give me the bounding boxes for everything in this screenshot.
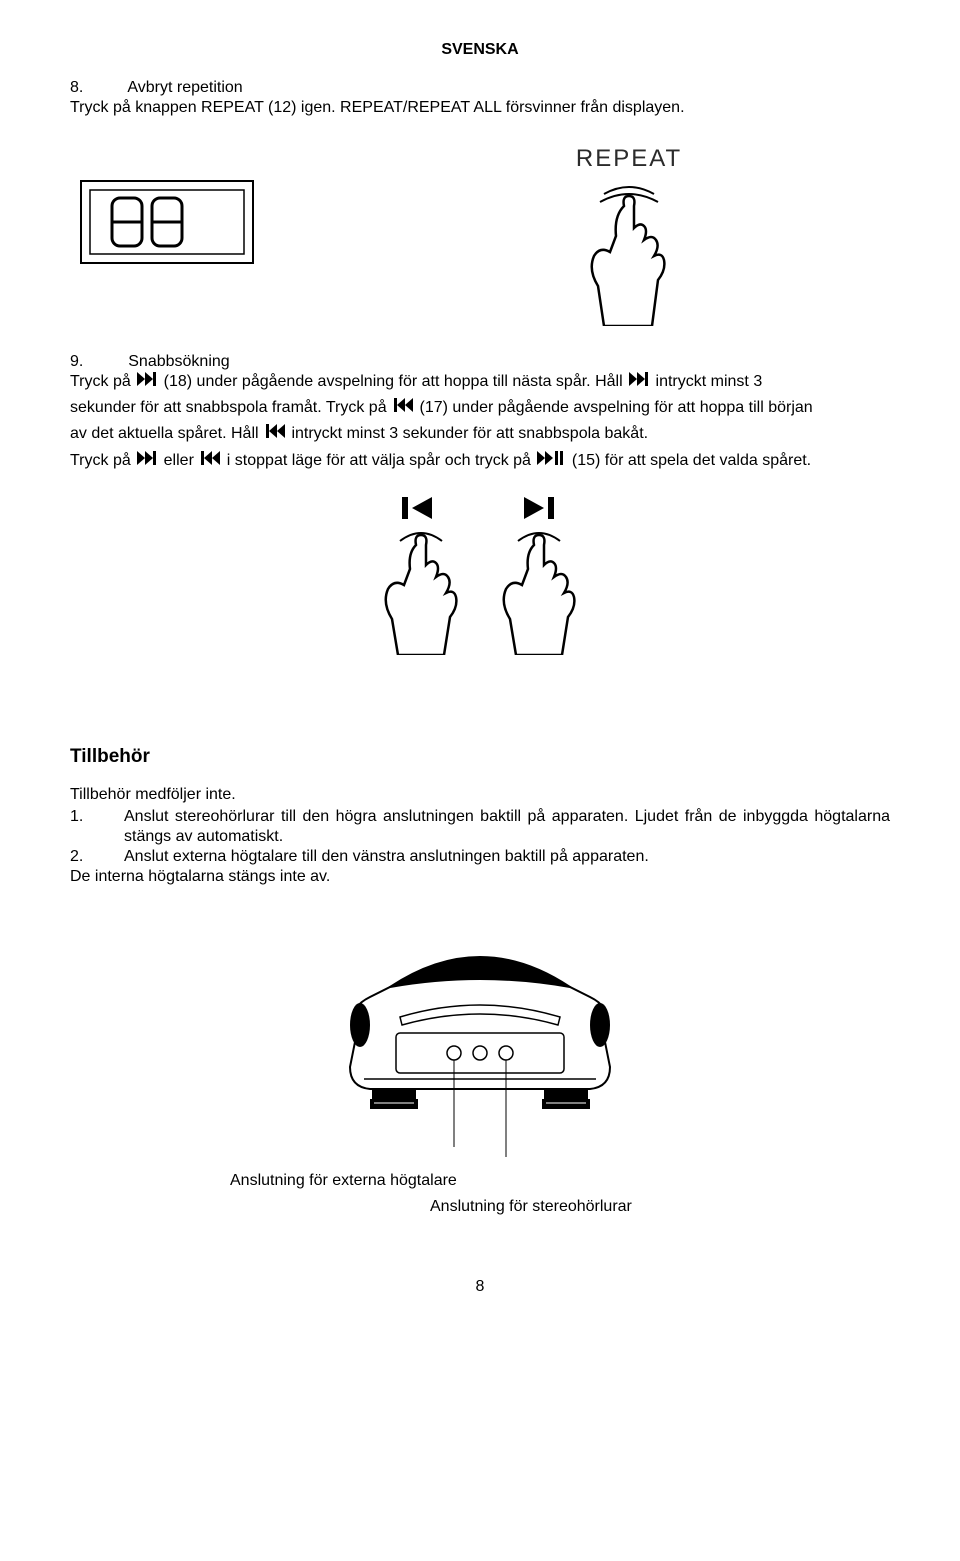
page-number: 8	[70, 1277, 890, 1297]
section-9-title: Snabbsökning	[128, 353, 229, 370]
s9-t6: av det aktuella spåret. Håll	[70, 426, 263, 443]
s9-t4: sekunder för att snabbspola framåt. Tryc…	[70, 399, 391, 416]
page-header: SVENSKA	[70, 40, 890, 60]
section-9-line1: Tryck på (18) under pågående avspelning …	[70, 372, 890, 392]
section-9: 9. Snabbsökning Tryck på (18) under pågå…	[70, 352, 890, 471]
item2-body: Anslut externa högtalare till den vänstr…	[124, 847, 890, 867]
next-track-icon	[137, 451, 157, 471]
play-pause-icon	[537, 451, 565, 471]
section-9-line3: av det aktuella spåret. Håll intryckt mi…	[70, 424, 890, 444]
item2-num: 2.	[70, 847, 124, 867]
tillbehor-intro: Tillbehör medföljer inte.	[70, 785, 890, 805]
next-track-icon	[137, 372, 157, 392]
figure-row-repeat: REPEAT	[70, 144, 890, 324]
section-9-line2: sekunder för att snabbspola framåt. Tryc…	[70, 398, 890, 418]
s9-t9: eller	[164, 452, 199, 469]
tillbehor-item-2: 2. Anslut externa högtalare till den vän…	[70, 847, 890, 867]
s9-t1: Tryck på	[70, 373, 135, 390]
section-9-num: 9.	[70, 353, 83, 370]
prev-track-icon	[265, 424, 285, 444]
s9-t3: intryckt minst 3	[656, 373, 763, 390]
tillbehor-tail: De interna högtalarna stängs inte av.	[70, 867, 890, 887]
car-figure	[70, 917, 890, 1163]
section-9-title-line: 9. Snabbsökning	[70, 352, 890, 372]
prev-hand-figure	[366, 495, 476, 655]
repeat-hand-figure: REPEAT	[564, 144, 694, 332]
s9-t11: (15) för att spela det valda spåret.	[572, 452, 811, 469]
section-8-body: Tryck på knappen REPEAT (12) igen. REPEA…	[70, 98, 890, 118]
s9-t2: (18) under pågående avspelning för att h…	[164, 373, 627, 390]
prev-track-icon	[200, 451, 220, 471]
section-8-title-line: 8. Avbryt repetition	[70, 78, 890, 98]
tillbehor-item-1: 1. Anslut stereohörlurar till den högra …	[70, 807, 890, 847]
car-captions: Anslutning för externa högtalare Anslutn…	[70, 1171, 890, 1217]
caption-headphones: Anslutning för stereohörlurar	[430, 1197, 890, 1217]
section-8: 8. Avbryt repetition Tryck på knappen RE…	[70, 78, 890, 118]
section-8-title: Avbryt repetition	[127, 79, 242, 96]
item1-body: Anslut stereohörlurar till den högra ans…	[124, 807, 890, 847]
figure-row-skip-hands	[70, 495, 890, 655]
repeat-label: REPEAT	[564, 144, 694, 174]
item1-num: 1.	[70, 807, 124, 847]
s9-t10: i stoppat läge för att välja spår och tr…	[227, 452, 536, 469]
s9-t5: (17) under pågående avspelning för att h…	[420, 399, 813, 416]
next-track-icon	[629, 372, 649, 392]
s9-t7: intryckt minst 3 sekunder för att snabbs…	[291, 426, 648, 443]
section-9-line4: Tryck på eller i stoppat läge för att vä…	[70, 451, 890, 471]
s9-t8: Tryck på	[70, 452, 135, 469]
caption-external-speakers: Anslutning för externa högtalare	[230, 1171, 890, 1191]
display-box-figure	[80, 180, 254, 270]
section-8-num: 8.	[70, 79, 83, 96]
next-hand-figure	[484, 495, 594, 655]
tillbehor-heading: Tillbehör	[70, 745, 890, 769]
prev-track-icon	[393, 398, 413, 418]
